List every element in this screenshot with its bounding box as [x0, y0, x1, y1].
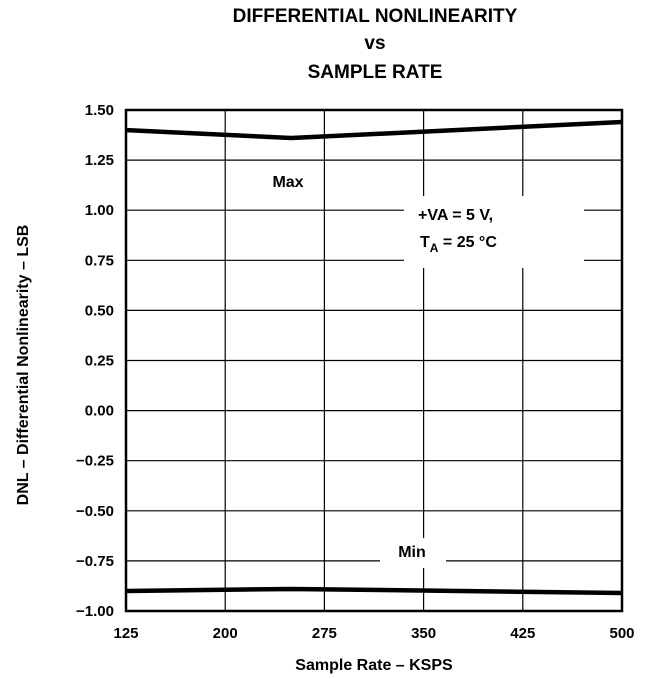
min-label: Min — [398, 544, 426, 561]
y-tick-label: 0.25 — [85, 353, 114, 370]
conditions-bg — [404, 196, 584, 268]
y-tick-label: 1.00 — [85, 202, 114, 219]
x-tick-label: 125 — [113, 625, 138, 642]
series-line-max — [125, 119, 623, 141]
y-tick-label: −1.00 — [76, 603, 114, 620]
chart-title: DIFFERENTIAL NONLINEARITY vs SAMPLE RATE — [233, 6, 518, 83]
chart-title-line-1: DIFFERENTIAL NONLINEARITY — [233, 6, 518, 27]
y-tick-labels: 1.50 1.25 1.00 0.75 0.50 0.25 0.00 −0.25 −0.50 −0… — [76, 102, 114, 620]
grid-lines — [125, 109, 623, 612]
x-tick-label: 500 — [609, 625, 634, 642]
chart-title-line-3: SAMPLE RATE — [308, 62, 443, 83]
x-tick-label: 425 — [510, 625, 535, 642]
x-tick-labels: 125 200 275 350 425 500 — [113, 625, 634, 642]
annotations: Max Min +VA = 5 V, TA = 25 °C — [258, 164, 584, 568]
y-tick-label: 0.75 — [85, 252, 114, 269]
x-tick-label: 350 — [411, 625, 436, 642]
max-label-bg — [258, 164, 320, 198]
data-series — [125, 119, 623, 596]
y-axis-label: DNL – Differential Nonlinearity – LSB — [15, 225, 32, 506]
y-tick-label: −0.75 — [76, 553, 114, 570]
conditions-line-1: +VA = 5 V, — [418, 207, 493, 224]
plot-frame — [124, 108, 624, 613]
y-tick-label: −0.25 — [76, 453, 114, 470]
min-label-bg — [380, 538, 446, 568]
conditions-line-2: TA = 25 °C — [420, 234, 497, 255]
x-tick-label: 275 — [312, 625, 337, 642]
y-tick-label: 0.00 — [85, 403, 114, 420]
y-tick-label: 1.25 — [85, 152, 114, 169]
y-tick-label: 0.50 — [85, 302, 114, 319]
x-axis-label: Sample Rate – KSPS — [295, 657, 453, 674]
chart-title-line-2: vs — [364, 33, 385, 54]
max-label: Max — [272, 174, 303, 191]
y-tick-label: −0.50 — [76, 503, 114, 520]
y-tick-label: 1.50 — [85, 102, 114, 119]
series-line-min — [125, 586, 623, 596]
x-tick-label: 200 — [213, 625, 238, 642]
